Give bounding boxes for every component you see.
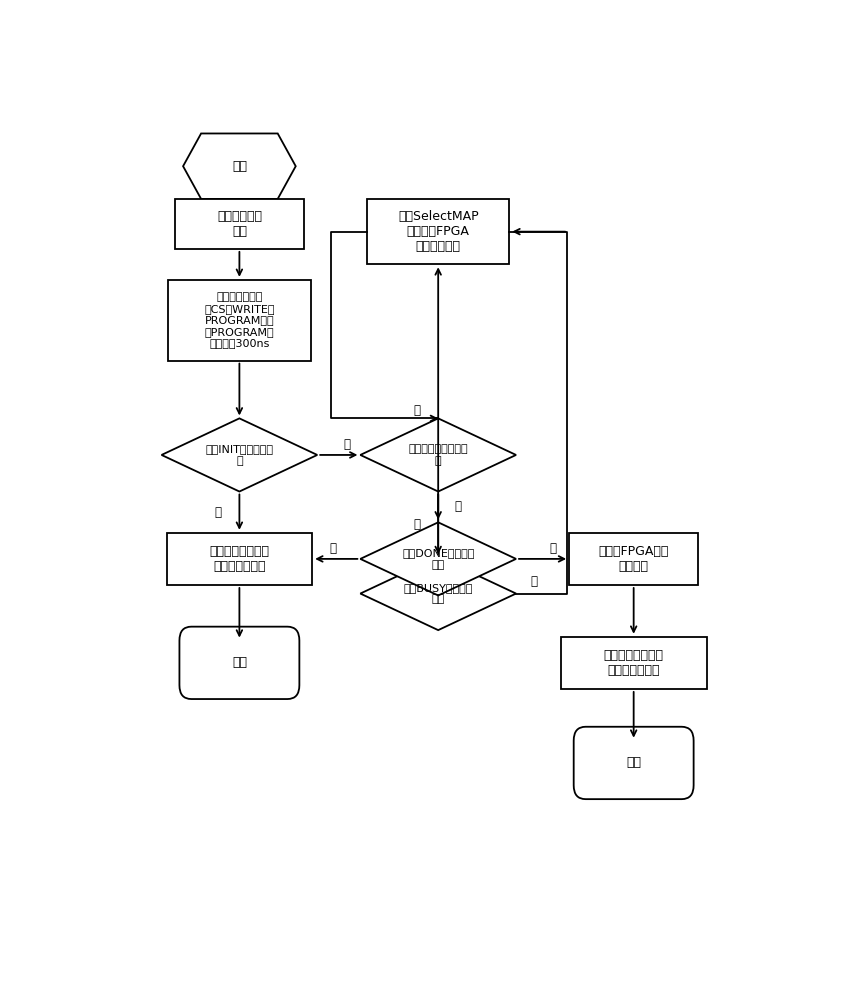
Polygon shape bbox=[162, 418, 317, 492]
Text: 开始: 开始 bbox=[232, 160, 247, 173]
FancyBboxPatch shape bbox=[174, 199, 304, 249]
Text: 向单片机处理器发
送配置成功信号: 向单片机处理器发 送配置成功信号 bbox=[604, 649, 663, 677]
Text: 检测INIT信号是否有
效: 检测INIT信号是否有 效 bbox=[205, 444, 274, 466]
FancyBboxPatch shape bbox=[561, 637, 706, 689]
Text: 为被测FPGA触发
器赋初值: 为被测FPGA触发 器赋初值 bbox=[598, 545, 669, 573]
Text: 是: 是 bbox=[549, 542, 556, 555]
Text: 是: 是 bbox=[455, 500, 462, 513]
FancyBboxPatch shape bbox=[180, 627, 299, 699]
Text: 是: 是 bbox=[344, 438, 351, 451]
Text: 配置数据是否发送完
成: 配置数据是否发送完 成 bbox=[409, 444, 468, 466]
Text: 是: 是 bbox=[531, 575, 538, 588]
Text: 检测BUSY信号是否
有效: 检测BUSY信号是否 有效 bbox=[404, 583, 473, 604]
Text: 否: 否 bbox=[329, 542, 336, 555]
Text: 否: 否 bbox=[215, 506, 221, 519]
Text: 否: 否 bbox=[414, 518, 421, 531]
Polygon shape bbox=[360, 522, 516, 595]
Text: 通过SelectMAP
口向被测FPGA
发送配置数据: 通过SelectMAP 口向被测FPGA 发送配置数据 bbox=[398, 210, 479, 253]
FancyBboxPatch shape bbox=[167, 533, 312, 585]
Text: 向单片机处理器发
送配置失败信号: 向单片机处理器发 送配置失败信号 bbox=[209, 545, 269, 573]
FancyBboxPatch shape bbox=[168, 280, 310, 361]
FancyBboxPatch shape bbox=[367, 199, 510, 264]
Text: 使能配置控制信
号CS、WRITE和
PROGRAM，保
持PROGRAM低
电平至少300ns: 使能配置控制信 号CS、WRITE和 PROGRAM，保 持PROGRAM低 电… bbox=[204, 292, 274, 348]
Polygon shape bbox=[360, 418, 516, 492]
FancyBboxPatch shape bbox=[574, 727, 693, 799]
Text: 结束: 结束 bbox=[626, 756, 641, 769]
Text: 接收配置操作
命令: 接收配置操作 命令 bbox=[217, 210, 262, 238]
Polygon shape bbox=[183, 133, 296, 199]
Text: 结束: 结束 bbox=[232, 656, 247, 669]
Polygon shape bbox=[360, 557, 516, 630]
FancyBboxPatch shape bbox=[569, 533, 699, 585]
Text: 检测DONE信号是否
有效: 检测DONE信号是否 有效 bbox=[402, 548, 475, 570]
Text: 否: 否 bbox=[414, 404, 421, 417]
